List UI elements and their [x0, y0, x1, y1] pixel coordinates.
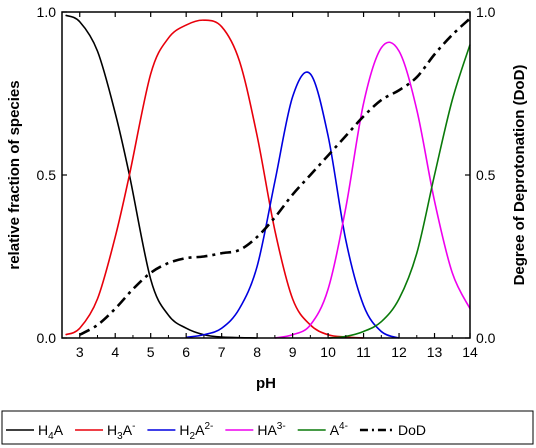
x-tick-label: 5 [147, 344, 155, 360]
x-tick-label: 4 [111, 344, 119, 360]
x-tick-label: 8 [253, 344, 261, 360]
legend-label-h3a-: H3A- [107, 421, 135, 442]
series-line-dod [79, 17, 471, 336]
x-tick-label: 14 [462, 344, 478, 360]
legend: H4A H3A- H2A2- HA3- A4- DoD [1, 410, 534, 445]
plot-lines [65, 14, 471, 339]
x-tick-label: 10 [320, 344, 336, 360]
x-tick-label: 9 [289, 344, 297, 360]
series-line-h2a2- [186, 71, 400, 339]
plot-frame [61, 11, 471, 339]
x-tick-label: 7 [218, 344, 226, 360]
y-tick-label-right: 1.0 [476, 4, 496, 20]
y-tick-label-left: 0.0 [37, 330, 57, 346]
x-tick-label: 11 [356, 344, 371, 360]
ticks: 3 4 5 6 7 8 9 10 11 12 13 140.00.51.00.00.51.0 [37, 4, 496, 360]
y-tick-label-left: 0.5 [37, 167, 57, 183]
legend-label-h4a: H4A [38, 422, 64, 442]
series-line-ha3- [274, 41, 471, 339]
x-tick-label: 6 [182, 344, 190, 360]
y-tick-label-left: 1.0 [37, 4, 57, 20]
y-axis-title-right: Degree of Deprotonation (DoD) [511, 65, 528, 286]
series-line-a4- [328, 44, 471, 339]
series-line-h4a [65, 14, 258, 339]
y-tick-label-right: 0.0 [476, 330, 496, 346]
x-tick-label: 3 [76, 344, 84, 360]
x-tick-label: 13 [427, 344, 443, 360]
legend-label-h2a2-: H2A2- [179, 421, 213, 442]
legend-label-a4-: A4- [330, 421, 348, 438]
y-axis-title-left: relative fraction of species [6, 80, 23, 269]
x-axis-title: pH [256, 375, 276, 392]
series-line-h3a- [65, 19, 364, 339]
legend-box [1, 410, 534, 445]
x-tick-label: 12 [391, 344, 407, 360]
legend-label-ha3-: HA3- [257, 421, 285, 438]
legend-label-dod: DoD [398, 422, 426, 438]
y-tick-label-right: 0.5 [476, 167, 496, 183]
